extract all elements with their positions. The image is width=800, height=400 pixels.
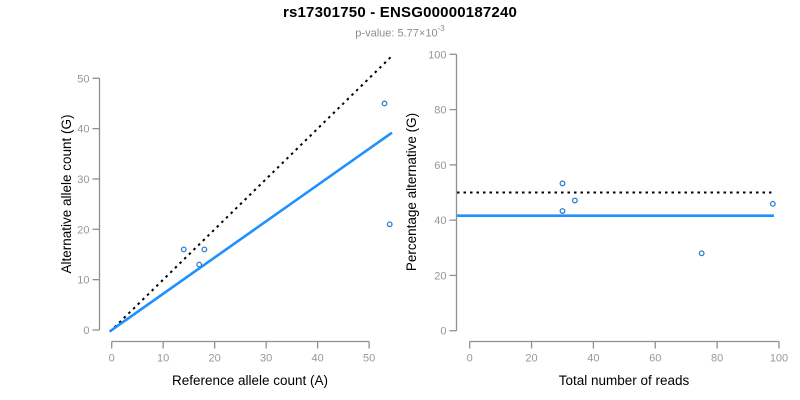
x-tick-label: 30 [260, 353, 272, 365]
x-tick-label: 0 [467, 353, 473, 365]
y-tick-label: 60 [434, 160, 446, 172]
y-tick-label: 80 [434, 105, 446, 117]
x-tick-label: 40 [311, 353, 323, 365]
data-point [196, 261, 203, 268]
x-tick-label: 20 [525, 353, 537, 365]
figure-title: rs17301750 - ENSG00000187240 [282, 4, 518, 21]
data-point [769, 200, 776, 207]
y-tick-label: 10 [77, 275, 89, 287]
data-point [571, 197, 578, 204]
y-tick-label: 40 [77, 124, 89, 136]
y-tick-label: 0 [83, 325, 89, 337]
y-axis-title: Percentage alternative (G) [404, 113, 419, 271]
data-point [698, 250, 705, 257]
x-axis-title: Total number of reads [559, 373, 690, 388]
x-tick-label: 20 [209, 353, 221, 365]
pvalue-text: p-value: 5.77×10 [355, 27, 438, 40]
x-tick-label: 10 [157, 353, 169, 365]
x-tick-label: 60 [649, 353, 661, 365]
data-point [559, 208, 566, 214]
x-axis-title: Reference allele count (A) [172, 373, 328, 388]
y-tick-label: 100 [428, 49, 446, 61]
figure-subtitle: p-value: 5.77×10-3 [0, 24, 800, 40]
data-point [381, 100, 388, 107]
y-tick-label: 30 [77, 174, 89, 186]
pvalue-exponent: -3 [437, 24, 445, 33]
panel-percentage-panel: 0 20 40 60 80 100 0 20 40 60 80 100 Total number of … [404, 49, 788, 388]
y-tick-label: 50 [77, 73, 89, 85]
fitted-ratio-line [109, 131, 393, 333]
x-tick-label: 0 [109, 353, 115, 365]
x-tick-label: 80 [711, 353, 723, 365]
identity-line [109, 55, 393, 333]
x-tick-label: 50 [363, 353, 375, 365]
y-axis-title: Alternative allele count (G) [59, 114, 74, 273]
y-tick-label: 20 [77, 224, 89, 236]
panel-allele-counts-panel: 0 10 20 30 40 50 0 10 20 30 40 50 Reference allele c… [59, 55, 393, 388]
data-point [180, 246, 187, 253]
y-tick-label: 40 [434, 215, 446, 227]
y-tick-label: 20 [434, 270, 446, 282]
data-point [201, 246, 208, 253]
y-tick-label: 0 [440, 326, 446, 338]
x-tick-label: 40 [587, 353, 599, 365]
data-point [559, 180, 566, 187]
data-point [386, 221, 393, 228]
x-tick-label: 100 [770, 353, 788, 365]
